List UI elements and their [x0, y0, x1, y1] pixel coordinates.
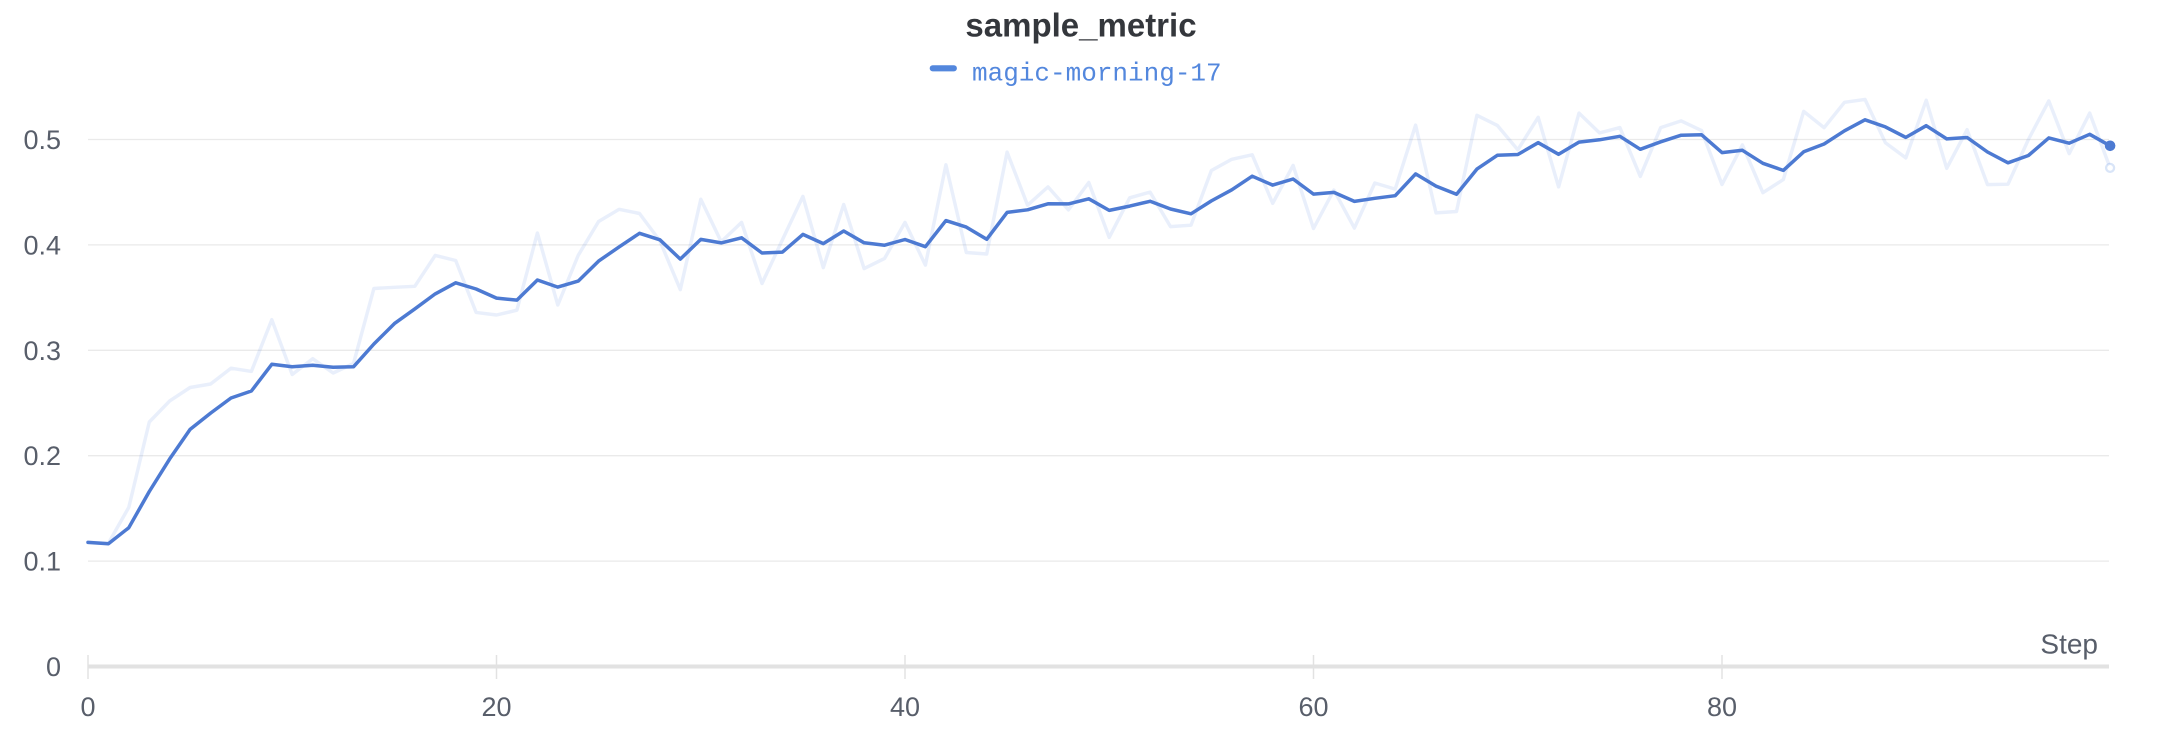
svg-text:20: 20	[481, 692, 511, 722]
svg-text:0.1: 0.1	[23, 547, 61, 577]
svg-text:0.2: 0.2	[23, 441, 61, 471]
svg-text:0.4: 0.4	[23, 230, 61, 260]
svg-text:sample_metric: sample_metric	[965, 7, 1196, 44]
svg-text:80: 80	[1707, 692, 1737, 722]
svg-text:0: 0	[46, 652, 61, 682]
svg-text:Step: Step	[2040, 629, 2098, 660]
svg-text:0.3: 0.3	[23, 336, 61, 366]
svg-text:0.5: 0.5	[23, 125, 61, 155]
svg-text:magic-morning-17: magic-morning-17	[972, 59, 1222, 89]
svg-text:60: 60	[1298, 692, 1328, 722]
svg-text:0: 0	[80, 692, 95, 722]
svg-text:40: 40	[890, 692, 920, 722]
